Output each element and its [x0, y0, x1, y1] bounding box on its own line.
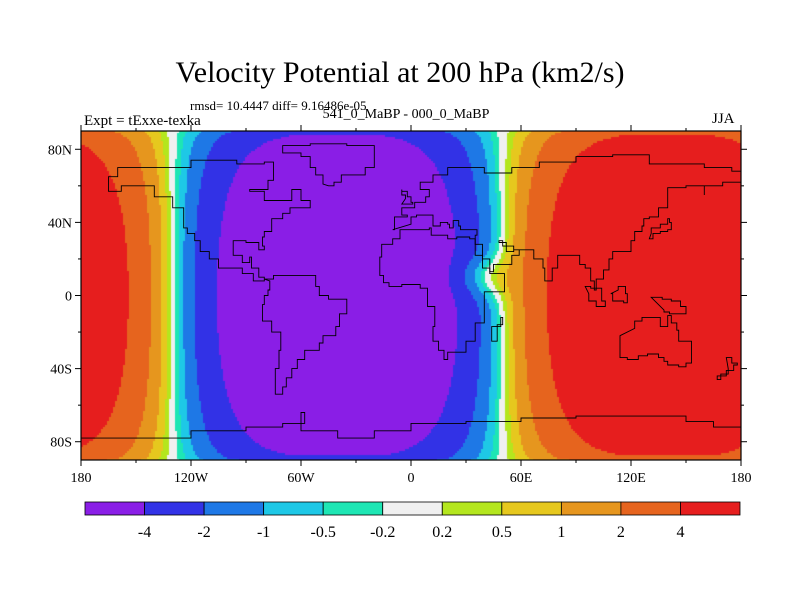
coastline-eurasia — [392, 154, 742, 291]
colorbar-label: -1 — [257, 524, 270, 541]
coastline-greenland — [282, 143, 375, 187]
coastline-madagascar — [491, 316, 504, 342]
x-tick-label: 60W — [287, 471, 315, 486]
coastline-new-zealand — [716, 357, 738, 381]
colorbar-box — [441, 501, 503, 516]
stats-label: rmsd= 10.4447 diff= 9.16486e-05 — [190, 98, 367, 113]
colorbar-label: -0.2 — [370, 524, 395, 541]
colorbar-box — [84, 501, 145, 516]
colorbar-box — [620, 501, 681, 516]
colorbar-box — [680, 501, 741, 516]
colorbar-box — [501, 501, 562, 516]
colorbar-label: -2 — [197, 524, 210, 541]
coastline-australia — [619, 315, 692, 368]
coastline-north-america — [108, 159, 311, 282]
coastline-sumatra — [584, 285, 606, 307]
coastline-new-guinea — [650, 296, 687, 315]
case-label: 541_0_MaBP - 000_0_MaBP — [322, 107, 490, 122]
colorbar-box — [322, 501, 384, 516]
x-tick-label: 120E — [616, 471, 646, 486]
colorbar-label: 0.2 — [432, 524, 452, 541]
colorbar-box — [560, 501, 622, 516]
x-tick-label: 0 — [408, 471, 415, 486]
x-tick-label: 180 — [71, 471, 92, 486]
coastline-africa — [379, 227, 505, 360]
y-tick-label: 40S — [50, 363, 72, 378]
experiment-label: Expt = tExxe-texka — [84, 113, 201, 129]
coastline-japan — [648, 218, 672, 240]
contour-field — [81, 131, 741, 460]
y-tick-label: 80N — [48, 143, 72, 158]
y-tick-label: 0 — [65, 290, 72, 305]
colorbar-box — [203, 501, 265, 516]
colorbar-label: 1 — [557, 524, 565, 541]
coastline-antarctica — [81, 412, 742, 439]
colorbar-label: 4 — [676, 524, 684, 541]
chart-title: Velocity Potential at 200 hPa (km2/s) — [175, 56, 625, 89]
x-tick-label: 60E — [510, 471, 533, 486]
coastline-uk — [400, 189, 414, 205]
colorbar-label: 2 — [617, 524, 625, 541]
colorbar-label: -4 — [138, 524, 151, 541]
season-label: JJA — [712, 111, 735, 127]
y-tick-label: 40N — [48, 216, 72, 231]
colorbar-box — [144, 501, 205, 516]
y-tick-label: 80S — [50, 436, 72, 451]
x-tick-label: 120W — [174, 471, 209, 486]
coastline-indonesia-borneo — [610, 285, 628, 304]
colorbar-box — [382, 501, 443, 516]
coastline-south-america — [262, 274, 348, 395]
colorbar-label: -0.5 — [311, 524, 336, 541]
colorbar-label: 0.5 — [492, 524, 512, 541]
x-tick-label: 180 — [731, 471, 752, 486]
colorbar-box — [263, 501, 324, 516]
